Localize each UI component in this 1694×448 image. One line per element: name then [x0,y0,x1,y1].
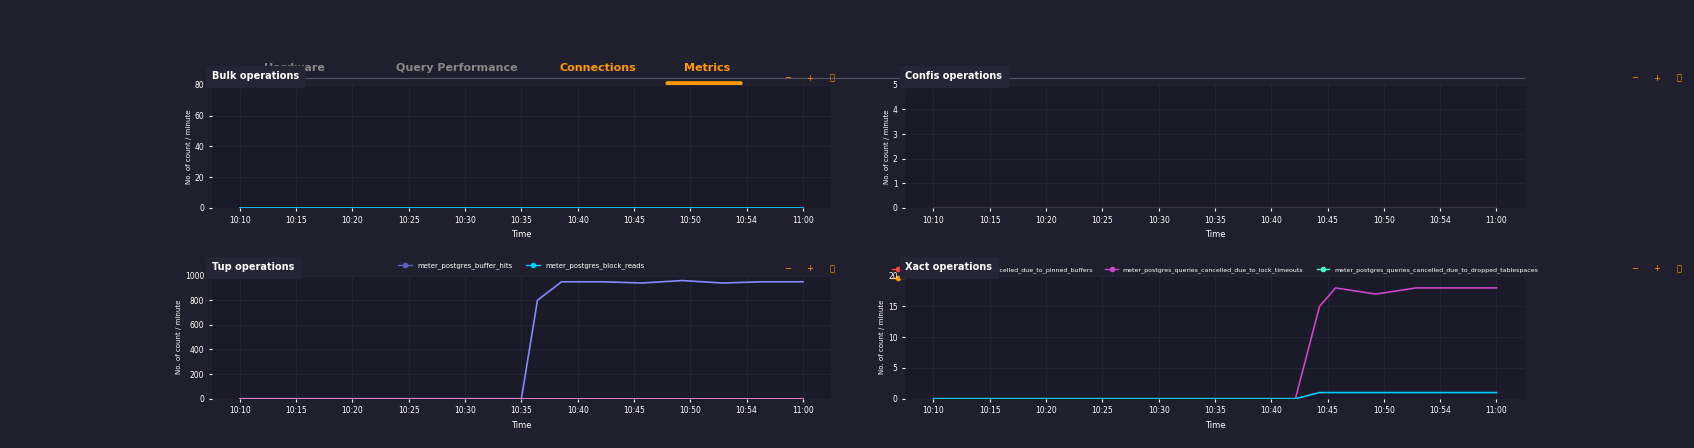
Y-axis label: No. of count / minute: No. of count / minute [186,109,191,184]
Text: −: − [784,73,791,82]
Legend: meter_postgres_buffer_hits, meter_postgres_block_reads: meter_postgres_buffer_hits, meter_postgr… [395,260,647,272]
Text: Metrics: Metrics [684,63,730,73]
Text: ⤢: ⤢ [830,264,833,273]
Text: ⤢: ⤢ [830,73,833,82]
Text: Connections: Connections [559,63,637,73]
Text: +: + [1653,264,1660,273]
X-axis label: Time: Time [1204,230,1225,239]
Text: Confis operations: Confis operations [905,71,1003,81]
Legend: meter_postgres_queries_cancelled_due_to_pinned_buffers, meter_postgres_queries_c: meter_postgres_queries_cancelled_due_to_… [889,265,1540,285]
Y-axis label: No. of count / minute: No. of count / minute [879,300,886,375]
Text: ⤢: ⤢ [1677,73,1680,82]
X-axis label: Time: Time [512,421,532,430]
Text: +: + [806,264,813,273]
Text: +: + [806,73,813,82]
Text: ⤢: ⤢ [1677,264,1680,273]
X-axis label: Time: Time [1204,421,1225,430]
Text: Xact operations: Xact operations [905,262,993,272]
Text: Bulk operations: Bulk operations [212,71,298,81]
Y-axis label: No. of count / minute: No. of count / minute [176,300,181,375]
Y-axis label: No. of count / minute: No. of count / minute [884,109,889,184]
Text: Tup operations: Tup operations [212,262,295,272]
Text: Hardware: Hardware [264,63,325,73]
Text: −: − [1631,73,1638,82]
Text: +: + [1653,73,1660,82]
Text: −: − [784,264,791,273]
Text: −: − [1631,264,1638,273]
Text: Query Performance: Query Performance [396,63,517,73]
X-axis label: Time: Time [512,230,532,239]
